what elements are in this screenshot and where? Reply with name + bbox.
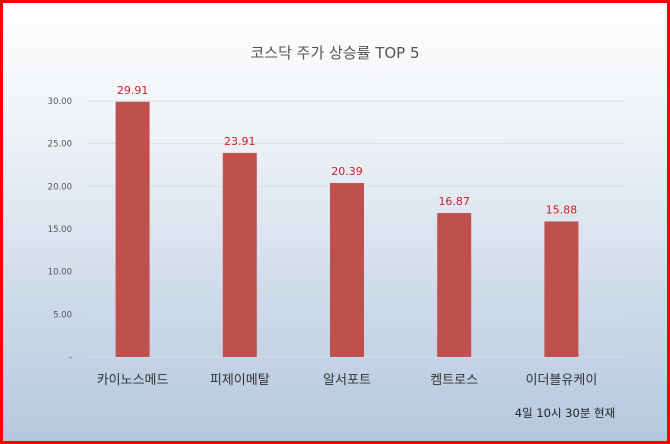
- category-label: 카이노스메드: [97, 373, 169, 388]
- category-label: 이더블유케이: [526, 373, 598, 388]
- y-tick-label: 5.00: [53, 310, 72, 320]
- chart-title: 코스닥 주가 상승률 TOP 5: [250, 44, 419, 62]
- bar: [330, 183, 364, 357]
- timestamp-note: 4일 10시 30분 현재: [515, 406, 615, 420]
- data-label: 23.91: [224, 135, 256, 148]
- y-tick-label: 20.00: [48, 182, 72, 192]
- data-label: 29.91: [117, 84, 149, 97]
- y-tick-label: 30.00: [48, 97, 72, 107]
- data-label: 20.39: [331, 165, 363, 178]
- y-tick-label: 10.00: [48, 268, 72, 278]
- y-tick-label: -: [69, 353, 72, 363]
- bar: [544, 221, 579, 357]
- bar: [115, 101, 150, 357]
- category-label: 켐트로스: [430, 373, 478, 388]
- category-label: 피제이메탈: [210, 373, 270, 388]
- category-label: 알서포트: [323, 373, 371, 388]
- y-tick-label: 25.00: [48, 140, 72, 150]
- bar: [222, 152, 257, 357]
- y-tick-label: 15.00: [48, 225, 72, 235]
- data-label: 16.87: [438, 195, 470, 208]
- data-label: 15.88: [546, 203, 578, 216]
- bar: [437, 213, 472, 357]
